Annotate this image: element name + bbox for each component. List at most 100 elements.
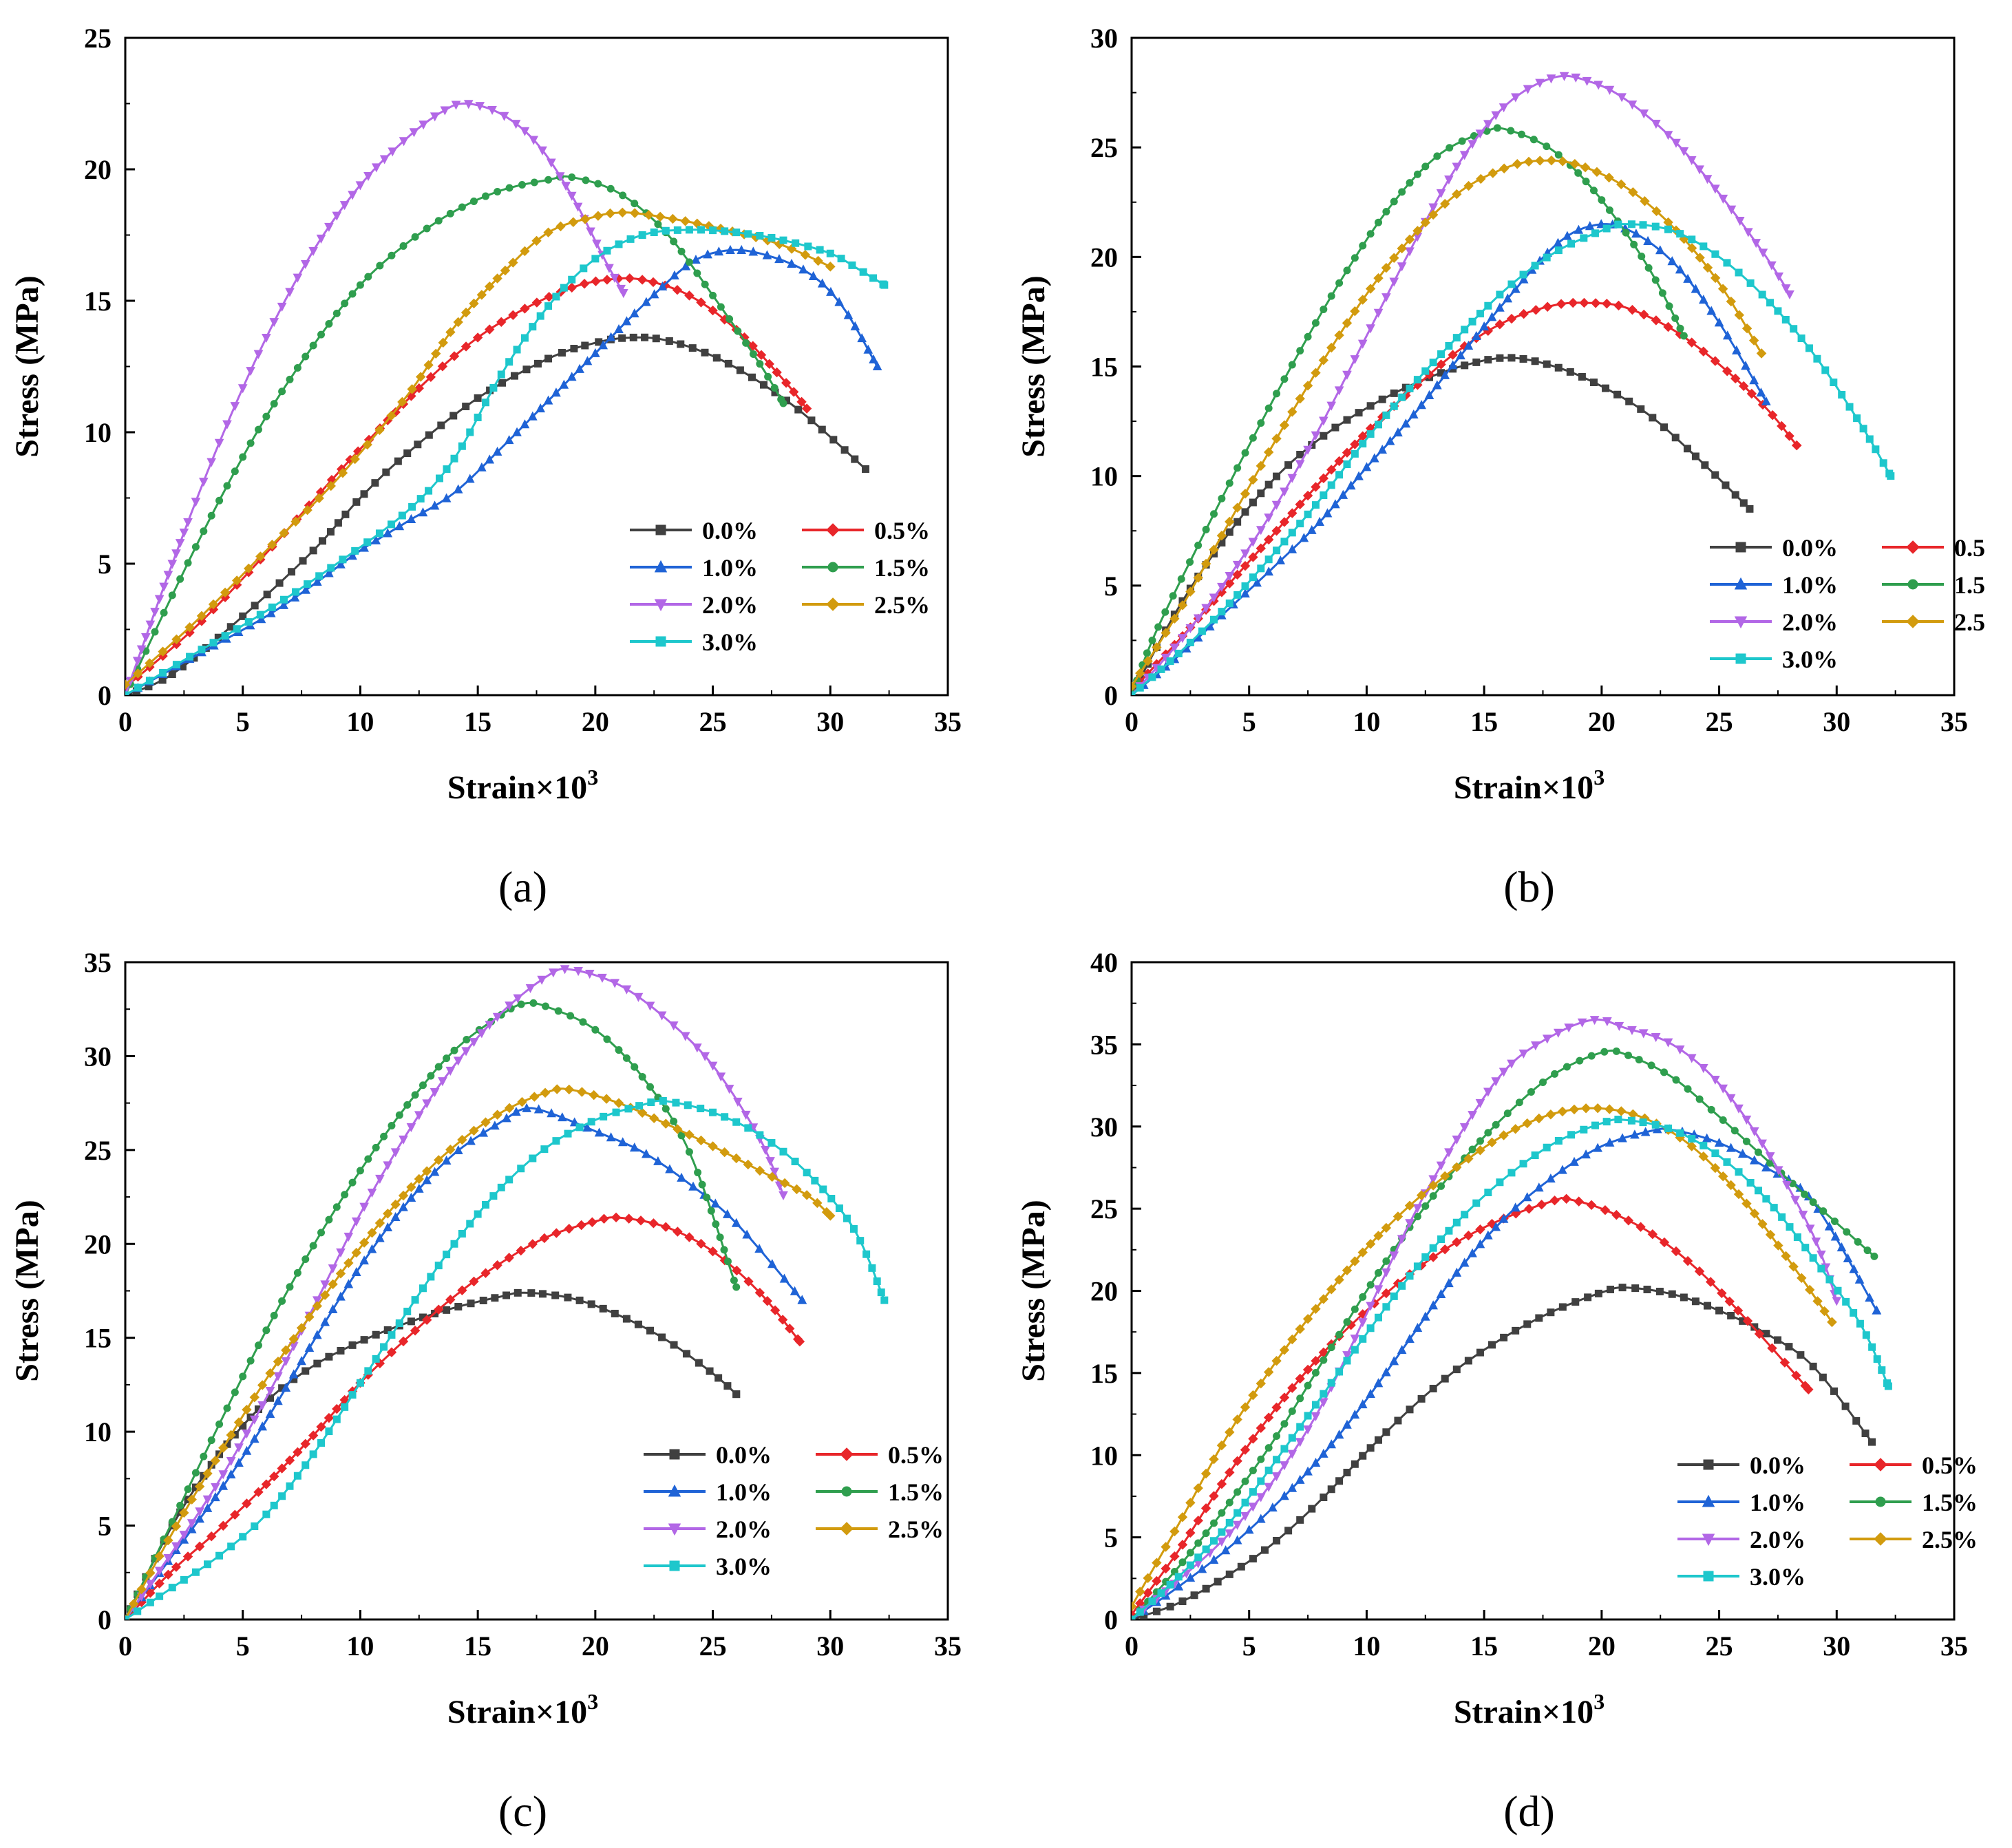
data-point — [351, 1217, 361, 1226]
data-point — [1734, 1104, 1744, 1114]
data-point — [1761, 396, 1771, 405]
data-point — [1518, 130, 1526, 138]
data-point — [360, 1336, 368, 1344]
data-point — [1757, 1139, 1767, 1149]
data-point — [293, 1472, 301, 1480]
data-point — [1302, 1364, 1313, 1375]
data-point — [764, 359, 774, 370]
data-point — [779, 1273, 790, 1283]
data-point — [407, 384, 417, 394]
legend-marker — [1702, 1533, 1715, 1547]
data-point — [202, 1468, 213, 1479]
data-point — [414, 383, 424, 394]
data-point — [1592, 1103, 1603, 1114]
data-point — [1602, 224, 1611, 233]
data-point — [317, 330, 326, 339]
data-point — [1519, 355, 1527, 363]
data-point — [1359, 242, 1367, 250]
data-point — [1714, 1138, 1724, 1147]
y-tick-label: 15 — [84, 286, 112, 317]
data-point — [380, 1132, 388, 1140]
data-point — [1651, 1032, 1661, 1043]
data-point — [1264, 555, 1273, 564]
data-point — [485, 282, 495, 292]
data-point — [1484, 301, 1492, 310]
data-point — [618, 334, 626, 342]
data-point — [1640, 1127, 1651, 1136]
data-point — [723, 1382, 732, 1390]
data-point — [256, 610, 264, 619]
data-point — [313, 576, 322, 586]
data-point — [1774, 272, 1784, 282]
data-point — [1381, 1222, 1392, 1233]
data-point — [1494, 319, 1505, 330]
data-point — [827, 1194, 836, 1202]
x-tick-label: 25 — [699, 1631, 727, 1661]
data-point — [383, 1222, 393, 1232]
data-point — [591, 1026, 600, 1034]
data-point — [644, 210, 654, 220]
data-point — [761, 1145, 770, 1156]
data-point — [1359, 1293, 1367, 1301]
legend-marker — [654, 599, 668, 612]
data-point — [184, 1485, 192, 1494]
data-point — [1549, 1195, 1560, 1206]
data-point — [513, 994, 523, 1003]
data-point — [1366, 324, 1375, 334]
data-point — [1397, 262, 1407, 272]
data-point — [1699, 242, 1708, 251]
data-point — [211, 1491, 220, 1502]
data-point — [227, 1542, 235, 1551]
data-point — [1413, 1262, 1421, 1271]
data-point — [1416, 1190, 1427, 1200]
data-point — [599, 1304, 607, 1313]
data-point — [411, 1296, 419, 1304]
data-point — [482, 192, 490, 200]
data-point — [1732, 345, 1741, 354]
data-point — [1472, 358, 1481, 366]
data-point — [536, 403, 546, 413]
data-point — [314, 493, 324, 504]
data-point — [1618, 1133, 1627, 1143]
data-point — [430, 1087, 440, 1098]
data-point — [1429, 1384, 1437, 1392]
data-point — [637, 275, 648, 285]
data-point — [1437, 350, 1446, 358]
data-point — [1663, 1038, 1673, 1048]
data-point — [1665, 302, 1673, 310]
data-point — [850, 321, 860, 330]
x-tick-label: 0 — [118, 1631, 132, 1661]
data-point — [160, 608, 168, 617]
data-point — [1461, 326, 1469, 334]
data-point — [1375, 1313, 1382, 1321]
data-point — [451, 100, 461, 110]
data-point — [505, 184, 513, 192]
data-point — [1287, 1449, 1298, 1459]
data-point — [1218, 1528, 1226, 1536]
legend-marker — [827, 562, 838, 573]
data-point — [1679, 147, 1689, 157]
data-point — [1295, 1324, 1305, 1335]
data-point — [288, 568, 296, 576]
data-point — [1843, 1253, 1853, 1262]
data-point — [242, 1445, 252, 1455]
data-point — [520, 334, 529, 342]
data-point — [226, 1456, 236, 1467]
data-point — [1334, 386, 1344, 396]
data-point — [136, 645, 147, 655]
data-point — [1382, 411, 1390, 419]
data-point — [1132, 1615, 1136, 1619]
x-tick-label: 15 — [464, 706, 491, 737]
data-point — [1429, 359, 1437, 367]
x-tick-label: 15 — [464, 1631, 491, 1661]
data-point — [1754, 1328, 1765, 1339]
data-point — [629, 333, 637, 341]
data-point — [1351, 1305, 1359, 1313]
data-point — [1574, 169, 1582, 177]
data-point — [708, 305, 718, 316]
data-point — [1667, 256, 1677, 266]
data-point — [1268, 1502, 1278, 1512]
data-point — [1178, 1558, 1187, 1566]
data-point — [568, 275, 576, 284]
data-point — [610, 979, 620, 988]
